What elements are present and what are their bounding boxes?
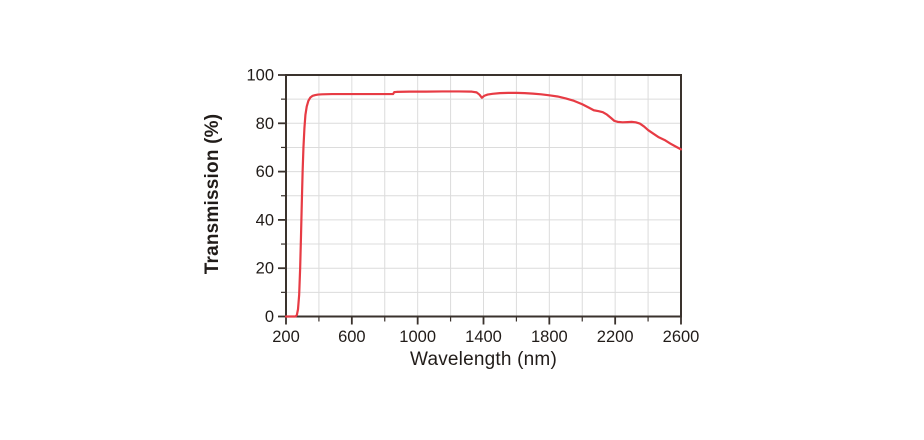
x-tick-label: 2600: [663, 328, 700, 346]
y-tick-label: 40: [256, 211, 274, 229]
series-transmission: [284, 90, 683, 318]
y-tick-label: 20: [256, 260, 274, 278]
x-tick-label: 600: [338, 328, 366, 346]
x-tick-label: 1800: [531, 328, 568, 346]
gridlines: [286, 75, 681, 317]
y-tick-label: 60: [256, 163, 274, 181]
y-tick-label: 80: [256, 115, 274, 133]
y-axis-title-text: Transmission (%): [202, 113, 223, 275]
axis-ticks: [278, 74, 682, 325]
tick-labels: 200 600 1000 1400 1800 2200 2600 0 20 40 60 80 100: [246, 67, 699, 347]
axis-frame: [285, 74, 682, 318]
x-tick-label: 2200: [597, 328, 634, 346]
x-tick-label: 1000: [399, 328, 436, 346]
x-tick-label: 1400: [465, 328, 502, 346]
data-curve: [284, 90, 683, 318]
x-axis-title: Wavelength (nm): [410, 349, 557, 370]
y-tick-label: 100: [246, 67, 274, 85]
x-tick-label: 200: [272, 328, 300, 346]
y-tick-label: 0: [265, 308, 274, 326]
